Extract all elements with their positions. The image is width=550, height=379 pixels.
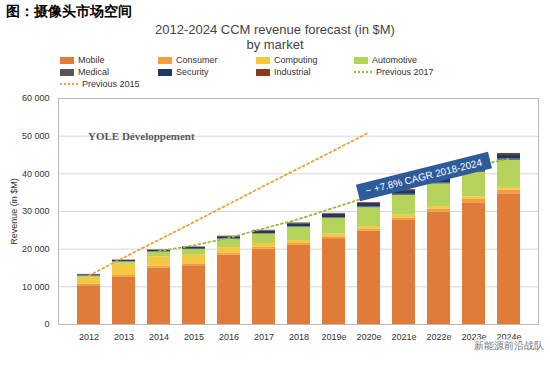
svg-text:40 000: 40 000 <box>22 169 50 179</box>
svg-text:2013: 2013 <box>114 332 134 342</box>
svg-text:2014: 2014 <box>149 332 169 342</box>
svg-text:2017: 2017 <box>254 332 274 342</box>
svg-text:2018: 2018 <box>289 332 309 342</box>
html-text:~ +7.8% CAGR 2018-2024: ~ +7.8% CAGR 2018-2024 <box>364 156 484 197</box>
html-text:Security: Security <box>176 67 209 77</box>
svg-text:0: 0 <box>44 319 49 329</box>
html-text:Medical: Medical <box>78 67 109 77</box>
svg-text:20 000: 20 000 <box>22 244 50 254</box>
svg-text:2015: 2015 <box>184 332 204 342</box>
svg-text:60 000: 60 000 <box>22 93 50 103</box>
html-text:Previous 2015: Previous 2015 <box>82 79 140 89</box>
svg-text:2012: 2012 <box>79 332 99 342</box>
svg-text:50 000: 50 000 <box>22 131 50 141</box>
html-text:2012-2024 CCM revenue forecast: 2012-2024 CCM revenue forecast (in $M) <box>155 22 395 37</box>
html-text:图：摄像头市场空间: 图：摄像头市场空间 <box>6 3 132 19</box>
html-text:Industrial: Industrial <box>274 67 311 77</box>
svg-text:30 000: 30 000 <box>22 206 50 216</box>
svg-text:2024e: 2024e <box>496 331 522 342</box>
svg-text:10 000: 10 000 <box>22 282 50 292</box>
html-text:Automotive: Automotive <box>372 55 417 65</box>
html-text:Previous 2017: Previous 2017 <box>376 67 434 77</box>
svg-text:2016: 2016 <box>219 332 239 342</box>
html-text:Computing: Computing <box>274 55 318 65</box>
svg-text:2019e: 2019e <box>321 332 346 342</box>
html-text:新能源前沿战队: 新能源前沿战队 <box>474 340 544 351</box>
html-text:YOLE Développement: YOLE Développement <box>88 130 195 142</box>
html-text:Consumer: Consumer <box>176 55 218 65</box>
html-text:Mobile: Mobile <box>78 55 105 65</box>
svg-text:Revenue (in $M): Revenue (in $M) <box>9 178 19 245</box>
svg-text:2022e: 2022e <box>426 332 451 342</box>
html-text:by market: by market <box>246 37 304 52</box>
svg-text:2023e: 2023e <box>461 331 487 342</box>
svg-text:2020e: 2020e <box>356 332 381 342</box>
svg-text:2021e: 2021e <box>391 332 416 342</box>
